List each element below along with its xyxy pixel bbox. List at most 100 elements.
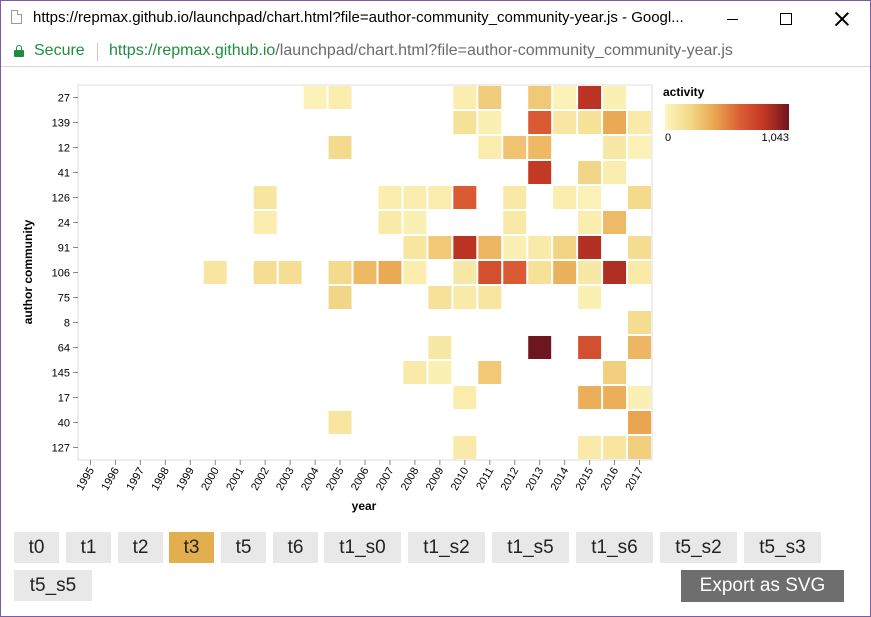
heatmap-cell (578, 161, 602, 184)
heatmap-cell (328, 286, 352, 309)
heatmap-cell (428, 236, 452, 259)
x-tick-label: 1995 (74, 466, 97, 493)
heatmap-cell (403, 361, 427, 384)
tab-button-t1-s0[interactable]: t1_s0 (324, 532, 401, 563)
heatmap-cells (203, 86, 651, 459)
x-tick-label: 2013 (524, 466, 547, 493)
heatmap-cell (578, 261, 602, 284)
heatmap-cell (603, 111, 627, 134)
minimize-button[interactable] (709, 1, 755, 37)
heatmap-cell (353, 261, 377, 284)
x-tick-label: 2009 (424, 466, 447, 493)
x-tick-label: 2003 (274, 466, 297, 493)
heatmap-cell (428, 186, 452, 209)
tab-button-t0[interactable]: t0 (14, 532, 59, 563)
heatmap-cell (578, 186, 602, 209)
y-tick-label: 139 (52, 118, 70, 130)
heatmap-cell (328, 261, 352, 284)
x-tick-label: 2017 (623, 466, 646, 493)
export-svg-button[interactable]: Export as SVG (681, 570, 844, 602)
heatmap-cell (428, 361, 452, 384)
heatmap-cell (628, 111, 651, 134)
tab-button-t2[interactable]: t2 (118, 532, 163, 563)
heatmap-cell (328, 86, 352, 109)
y-tick-label: 12 (58, 143, 70, 155)
tab-button-t1-s6[interactable]: t1_s6 (576, 532, 653, 563)
y-axis: 27 139 12 41 126 24 91 106 75 8 64 145 17 40 127 (52, 93, 78, 455)
lock-icon (14, 45, 24, 57)
heatmap-cell (453, 261, 477, 284)
heatmap-cell (203, 261, 227, 284)
url-text[interactable]: https://repmax.github.io/launchpad/chart… (109, 42, 733, 60)
minimize-icon (726, 18, 738, 20)
tab-button-t5-s5[interactable]: t5_s5 (14, 570, 92, 601)
legend-min-label: 0 (665, 132, 671, 144)
heatmap-cell (578, 336, 602, 359)
heatmap-cell (553, 86, 577, 109)
heatmap-cell (578, 86, 602, 109)
heatmap-cell (553, 111, 577, 134)
maximize-icon (780, 13, 792, 25)
heatmap-cell (478, 136, 502, 159)
heatmap-cell (453, 186, 477, 209)
url-scheme: https:// (109, 42, 158, 59)
heatmap-cell (403, 211, 427, 234)
y-tick-label: 91 (58, 243, 70, 255)
x-tick-label: 2014 (549, 466, 572, 493)
maximize-button[interactable] (763, 1, 809, 37)
y-tick-label: 41 (58, 168, 70, 180)
x-tick-label: 2008 (399, 466, 422, 493)
heatmap-cell (453, 236, 477, 259)
heatmap-cell (478, 111, 502, 134)
y-tick-label: 106 (52, 268, 70, 280)
x-tick-label: 2016 (599, 466, 622, 493)
y-tick-label: 40 (58, 418, 70, 430)
heatmap-cell (628, 436, 651, 459)
heatmap-cell (453, 111, 477, 134)
url-host: repmax.github.io (157, 42, 276, 59)
close-button[interactable] (819, 1, 865, 37)
heatmap-cell (603, 136, 627, 159)
heatmap-cell (528, 161, 552, 184)
heatmap-cell (578, 386, 602, 409)
tab-button-t5[interactable]: t5 (221, 532, 266, 563)
legend-gradient-bar (665, 104, 789, 130)
tab-button-t5-s2[interactable]: t5_s2 (660, 532, 737, 563)
heatmap-cell (628, 236, 651, 259)
x-axis: 1995 1996 1997 1998 1999 2000 2001 2002 2003 2004… (74, 460, 646, 493)
heatmap-cell (278, 261, 302, 284)
heatmap-cell (578, 436, 602, 459)
heatmap-cell (553, 186, 577, 209)
tab-button-t5-s3[interactable]: t5_s3 (744, 532, 821, 563)
heatmap-cell (253, 186, 277, 209)
heatmap-cell (478, 236, 502, 259)
x-tick-label: 1998 (149, 466, 172, 493)
heatmap-cell (378, 211, 402, 234)
tab-button-t1-s2[interactable]: t1_s2 (408, 532, 485, 563)
heatmap-cell (303, 86, 327, 109)
heatmap-cell (553, 236, 577, 259)
x-tick-label: 2012 (499, 466, 522, 493)
tab-button-t6[interactable]: t6 (273, 532, 318, 563)
heatmap-cell (603, 386, 627, 409)
heatmap-cell (478, 286, 502, 309)
x-axis-title: year (352, 499, 377, 513)
heatmap-cell (578, 111, 602, 134)
secure-label[interactable]: Secure (34, 42, 85, 59)
legend-title: activity (663, 85, 705, 99)
heatmap-cell (603, 436, 627, 459)
tab-button-t1[interactable]: t1 (66, 532, 111, 563)
tab-button-t1-s5[interactable]: t1_s5 (492, 532, 569, 563)
address-bar[interactable]: Secure https://repmax.github.io/launchpa… (1, 37, 870, 67)
close-icon (835, 12, 849, 26)
tab-button-t3[interactable]: t3 (169, 532, 214, 563)
heatmap-cell (603, 211, 627, 234)
y-tick-label: 75 (58, 293, 70, 305)
url-path: /launchpad/chart.html?file=author-commun… (275, 42, 733, 59)
heatmap-cell (503, 236, 527, 259)
heatmap-cell (328, 136, 352, 159)
x-tick-label: 2004 (299, 466, 322, 493)
heatmap-cell (253, 261, 277, 284)
address-separator (97, 43, 98, 61)
y-tick-label: 24 (58, 218, 70, 230)
